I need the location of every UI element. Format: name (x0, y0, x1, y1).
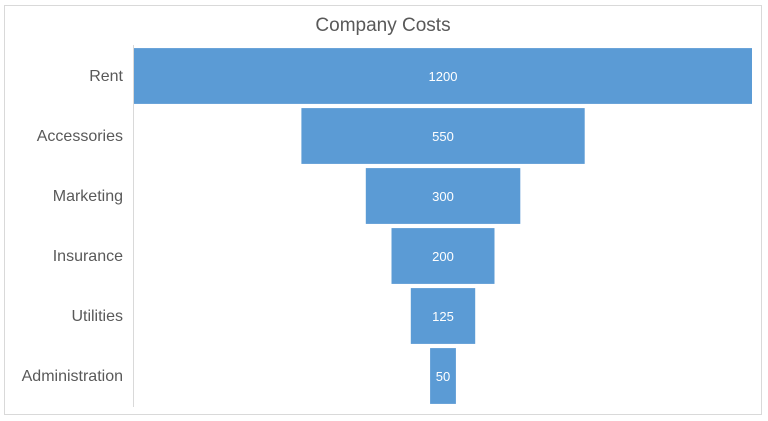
category-label: Insurance (53, 248, 123, 265)
category-label: Marketing (53, 188, 123, 205)
category-label: Rent (89, 68, 123, 85)
funnel-bar-administration (430, 348, 456, 404)
value-label: 200 (432, 249, 454, 264)
category-label: Administration (22, 368, 123, 385)
value-label: 300 (432, 189, 454, 204)
funnel-bar-accessories (301, 108, 585, 164)
category-label: Utilities (71, 308, 123, 325)
bars-layer (134, 48, 752, 404)
value-label: 125 (432, 309, 454, 324)
funnel-bar-rent (134, 48, 752, 104)
value-label: 50 (436, 369, 450, 384)
value-label: 1200 (429, 69, 458, 84)
funnel-bar-utilities (410, 288, 476, 344)
category-label: Accessories (37, 128, 123, 145)
chart-title: Company Costs (315, 15, 451, 36)
funnel-bar-marketing (365, 168, 521, 224)
funnel-bar-insurance (391, 228, 495, 284)
category-labels: Rent Accessories Marketing Insurance Utiliti… (22, 68, 124, 385)
value-label: 550 (432, 129, 454, 144)
value-labels: 1200 550 300 200 125 50 (429, 69, 458, 384)
